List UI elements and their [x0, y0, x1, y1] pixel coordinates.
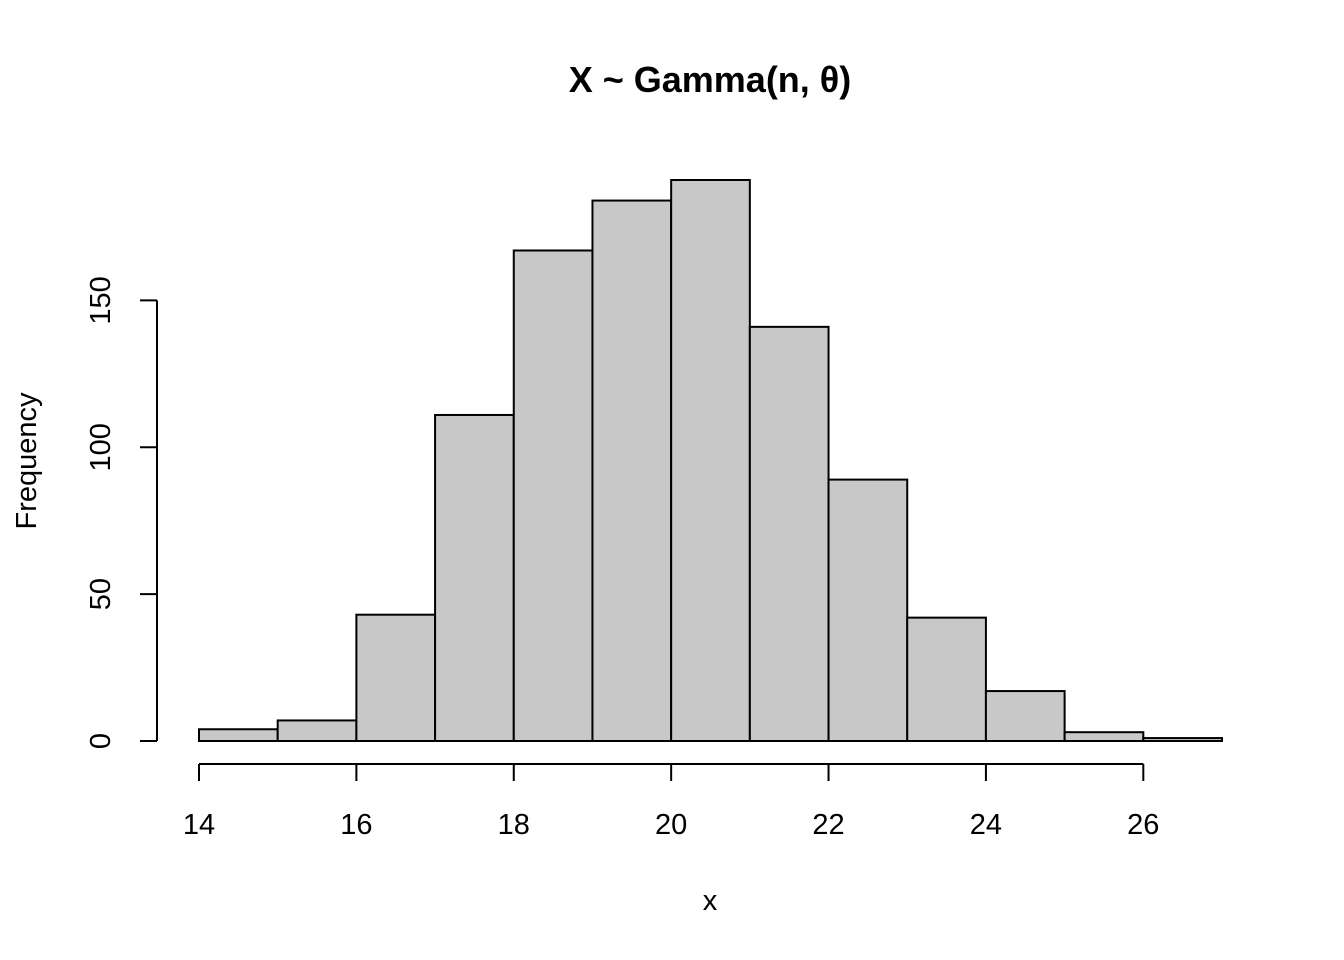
histogram-bar	[512, 249, 594, 742]
x-axis: 14 16 18 20 22 24 26	[183, 763, 1159, 841]
histogram-bar	[827, 478, 909, 742]
y-axis-title: Frequency	[11, 392, 43, 530]
x-tick-label: 22	[812, 809, 844, 841]
y-tick-label: 50	[85, 578, 117, 610]
histogram-bar	[355, 613, 437, 743]
histogram-bar	[906, 616, 987, 742]
histogram-bar	[748, 325, 830, 742]
y-tick-label: 100	[85, 423, 117, 471]
histogram-bar	[276, 719, 358, 743]
x-tick-label: 18	[498, 809, 530, 841]
bars-group	[198, 179, 1224, 743]
y-tick-label: 150	[85, 276, 117, 324]
histogram-bar	[591, 199, 673, 743]
x-tick-label: 26	[1127, 809, 1159, 841]
histogram-bar	[434, 413, 515, 742]
histogram-bar	[1142, 737, 1224, 742]
x-tick-label: 16	[340, 809, 372, 841]
x-tick-label: 14	[183, 809, 215, 841]
x-tick-label: 20	[655, 809, 687, 841]
y-axis: 0 50 100 150	[85, 276, 158, 749]
x-axis-title: x	[703, 885, 718, 917]
y-tick-label: 0	[85, 733, 117, 749]
histogram-bar	[984, 690, 1066, 742]
x-tick-label: 24	[970, 809, 1002, 841]
histogram-bar	[198, 728, 279, 742]
chart-title: X ~ Gamma(n, θ)	[569, 59, 852, 100]
histogram-bar	[1063, 731, 1145, 742]
histogram-bar	[670, 179, 751, 742]
